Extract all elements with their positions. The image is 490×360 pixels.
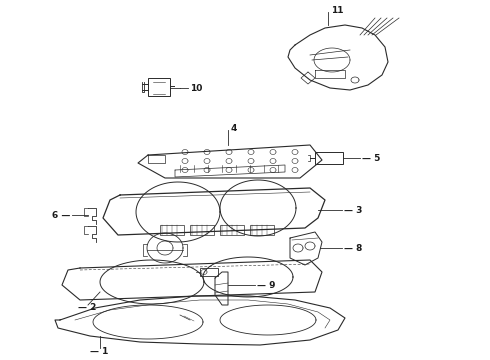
Text: 4: 4	[231, 123, 237, 132]
Bar	[315, 152, 343, 164]
Text: — 1: — 1	[90, 346, 108, 356]
Text: — 2: — 2	[78, 303, 97, 312]
Text: — 5: — 5	[362, 153, 380, 162]
Bar	[220, 225, 244, 235]
Text: — 3: — 3	[344, 206, 363, 215]
Bar	[148, 78, 170, 96]
Text: — 8: — 8	[344, 243, 363, 252]
Bar	[190, 225, 214, 235]
Text: 11: 11	[331, 5, 343, 14]
Bar	[200, 268, 218, 276]
Text: — 9: — 9	[257, 280, 275, 289]
Text: 6 —: 6 —	[51, 211, 70, 220]
Bar	[250, 225, 274, 235]
Bar	[160, 225, 184, 235]
Text: 10: 10	[190, 84, 202, 93]
